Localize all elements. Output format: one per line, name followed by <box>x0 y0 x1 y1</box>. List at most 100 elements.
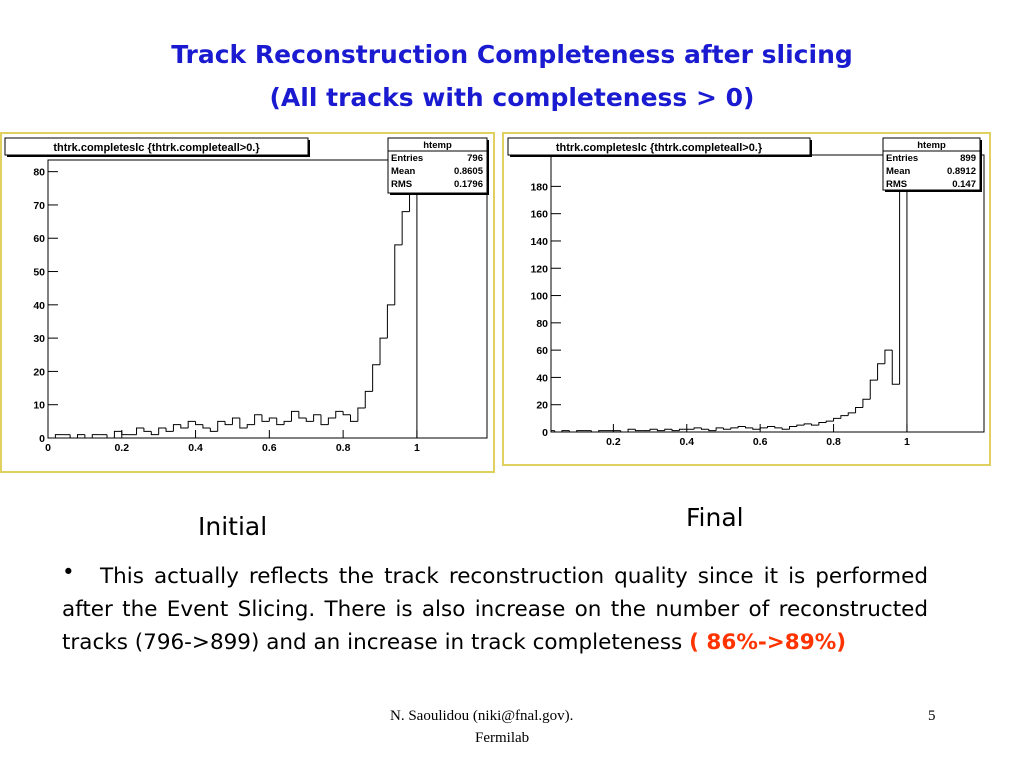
bin <box>165 428 174 432</box>
bin <box>69 434 78 438</box>
stats-value: 0.8605 <box>454 166 484 177</box>
bin <box>357 407 366 422</box>
bin <box>774 426 783 429</box>
bin <box>150 431 159 436</box>
bin <box>752 427 761 430</box>
bin <box>715 427 724 431</box>
y-tick-label: 120 <box>530 263 548 275</box>
bullet-body: This actually reflects the track reconst… <box>62 564 928 655</box>
bin <box>335 410 344 419</box>
bin <box>158 427 167 435</box>
bin <box>576 430 585 432</box>
stats-value: 796 <box>467 153 483 164</box>
stats-title: htemp <box>423 140 452 151</box>
bin <box>379 337 388 365</box>
x-tick-label: 0.6 <box>753 436 768 448</box>
bin <box>840 415 849 419</box>
y-tick-label: 20 <box>33 366 45 378</box>
y-tick-label: 100 <box>530 291 548 303</box>
y-tick-label: 140 <box>530 236 548 248</box>
bin <box>869 379 878 400</box>
y-tick-label: 50 <box>33 267 45 279</box>
bin <box>261 414 270 422</box>
bin <box>891 350 900 385</box>
bin <box>276 418 285 426</box>
bin <box>77 434 85 438</box>
bin <box>246 424 255 429</box>
title-box <box>4 137 309 156</box>
stats-key: Mean <box>886 166 910 177</box>
bin <box>401 211 410 245</box>
bin <box>551 430 555 432</box>
bin <box>136 427 144 435</box>
bin <box>394 244 403 305</box>
bin <box>113 430 122 438</box>
bin <box>84 434 93 438</box>
bin <box>722 427 731 430</box>
bin <box>290 410 299 422</box>
bin <box>298 411 307 419</box>
bin <box>899 155 908 432</box>
caption: Final <box>686 503 744 532</box>
y-tick-label: 60 <box>536 345 548 357</box>
y-tick-label: 80 <box>536 318 548 330</box>
bin <box>708 429 717 432</box>
bin <box>803 423 812 426</box>
bin <box>372 364 381 392</box>
y-tick-label: 30 <box>33 333 45 345</box>
stats-key: RMS <box>886 179 907 190</box>
bin <box>884 349 893 364</box>
x-tick-label: 1 <box>904 436 910 448</box>
y-tick-label: 40 <box>33 300 45 312</box>
hist-title: thtrk.completeslc {thtrk.completeall>0.} <box>556 142 763 154</box>
bullet-text: This actually reflects the track reconst… <box>62 556 928 659</box>
stats-value: 0.147 <box>952 179 976 190</box>
bin <box>327 417 336 425</box>
plot-area <box>47 159 488 439</box>
bin <box>172 424 181 432</box>
bin <box>656 429 665 432</box>
bin <box>320 414 329 426</box>
bin <box>590 430 599 432</box>
hist-title: thtrk.completeslc {thtrk.completeall>0.} <box>53 142 260 154</box>
stats-key: Entries <box>391 153 423 164</box>
bin <box>224 421 233 426</box>
x-tick-label: 0 <box>45 442 51 454</box>
bin <box>209 428 218 432</box>
bin <box>634 429 643 432</box>
bin <box>789 426 797 430</box>
y-tick-label: 70 <box>33 200 45 212</box>
bin <box>342 411 351 416</box>
bin <box>671 429 680 432</box>
bin <box>730 427 739 430</box>
bin <box>239 418 248 429</box>
stats-value: 0.1796 <box>454 179 483 190</box>
y-tick-label: 0 <box>39 433 45 445</box>
x-tick-label: 0.8 <box>826 436 841 448</box>
bin <box>54 434 63 438</box>
stats-value: 899 <box>960 153 976 164</box>
footer-org: Fermilab <box>475 730 530 746</box>
stats-key: Entries <box>886 153 918 164</box>
bin <box>767 426 775 428</box>
bin <box>877 363 885 381</box>
bin <box>649 428 658 431</box>
bin <box>187 420 196 429</box>
bin <box>231 417 240 425</box>
bin <box>744 426 753 429</box>
x-tick-label: 0.2 <box>606 436 621 448</box>
y-tick-label: 180 <box>530 181 548 193</box>
stats-box <box>387 137 488 194</box>
y-tick-label: 80 <box>33 167 45 179</box>
bin <box>91 434 100 438</box>
x-tick-label: 0.6 <box>262 442 277 454</box>
stats-value: 0.8912 <box>947 166 976 177</box>
bin <box>627 428 636 432</box>
bin <box>811 423 819 426</box>
bin <box>700 427 709 430</box>
bin <box>106 434 115 438</box>
bin <box>781 427 790 430</box>
y-tick-label: 60 <box>33 233 45 245</box>
bin <box>195 421 203 426</box>
